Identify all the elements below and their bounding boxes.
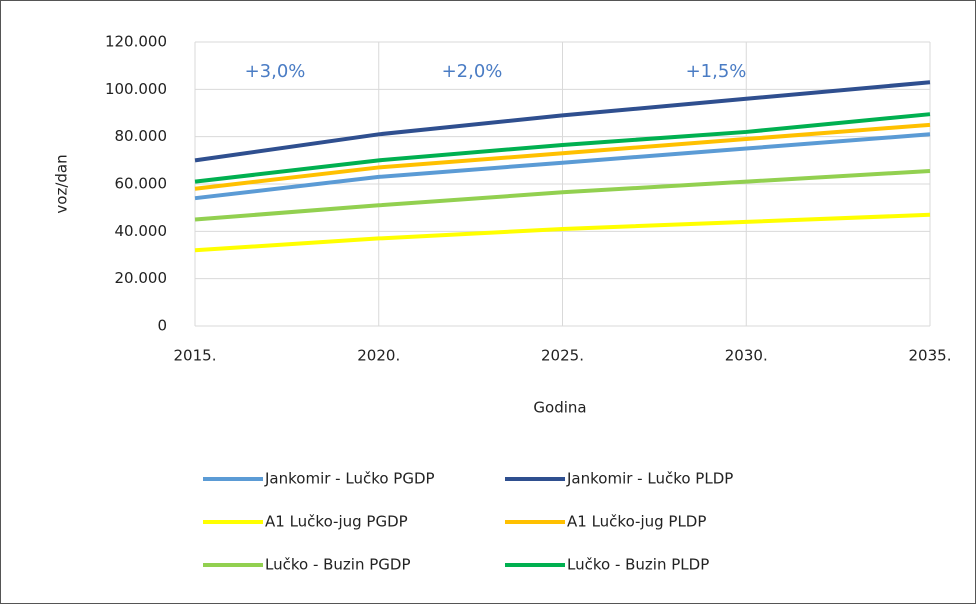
- series-line: [194, 80, 931, 163]
- series-line: [194, 212, 931, 253]
- annotation: +3,0%: [245, 61, 306, 82]
- legend-label: Jankomir - Lučko PLDP: [566, 470, 733, 488]
- y-tick-label: 0: [157, 317, 167, 335]
- series-line: [194, 122, 931, 191]
- y-tick-label: 40.000: [115, 222, 168, 240]
- annotation: +1,5%: [686, 61, 747, 82]
- x-tick-label: 2020.: [357, 347, 400, 365]
- legend-label: Jankomir - Lučko PGDP: [264, 470, 435, 488]
- y-axis-label: voz/dan: [53, 154, 71, 213]
- legend-label: A1 Lučko-jug PGDP: [265, 513, 408, 531]
- series-line: [194, 112, 931, 184]
- x-tick-label: 2025.: [541, 347, 584, 365]
- series-line: [194, 168, 931, 222]
- series-line: [194, 132, 931, 201]
- annotation: +2,0%: [442, 61, 503, 82]
- legend-label: A1 Lučko-jug PLDP: [567, 513, 706, 531]
- y-tick-label: 100.000: [105, 80, 167, 98]
- x-tick-label: 2015.: [174, 347, 217, 365]
- x-tick-label: 2035.: [909, 347, 952, 365]
- y-tick-label: 60.000: [115, 175, 168, 193]
- legend-label: Lučko - Buzin PLDP: [567, 556, 709, 574]
- y-tick-label: 20.000: [115, 269, 168, 287]
- x-axis-label: Godina: [533, 399, 586, 417]
- x-tick-label: 2030.: [725, 347, 768, 365]
- legend-label: Lučko - Buzin PGDP: [265, 556, 411, 574]
- y-tick-label: 80.000: [115, 127, 168, 145]
- y-tick-label: 120.000: [105, 33, 167, 51]
